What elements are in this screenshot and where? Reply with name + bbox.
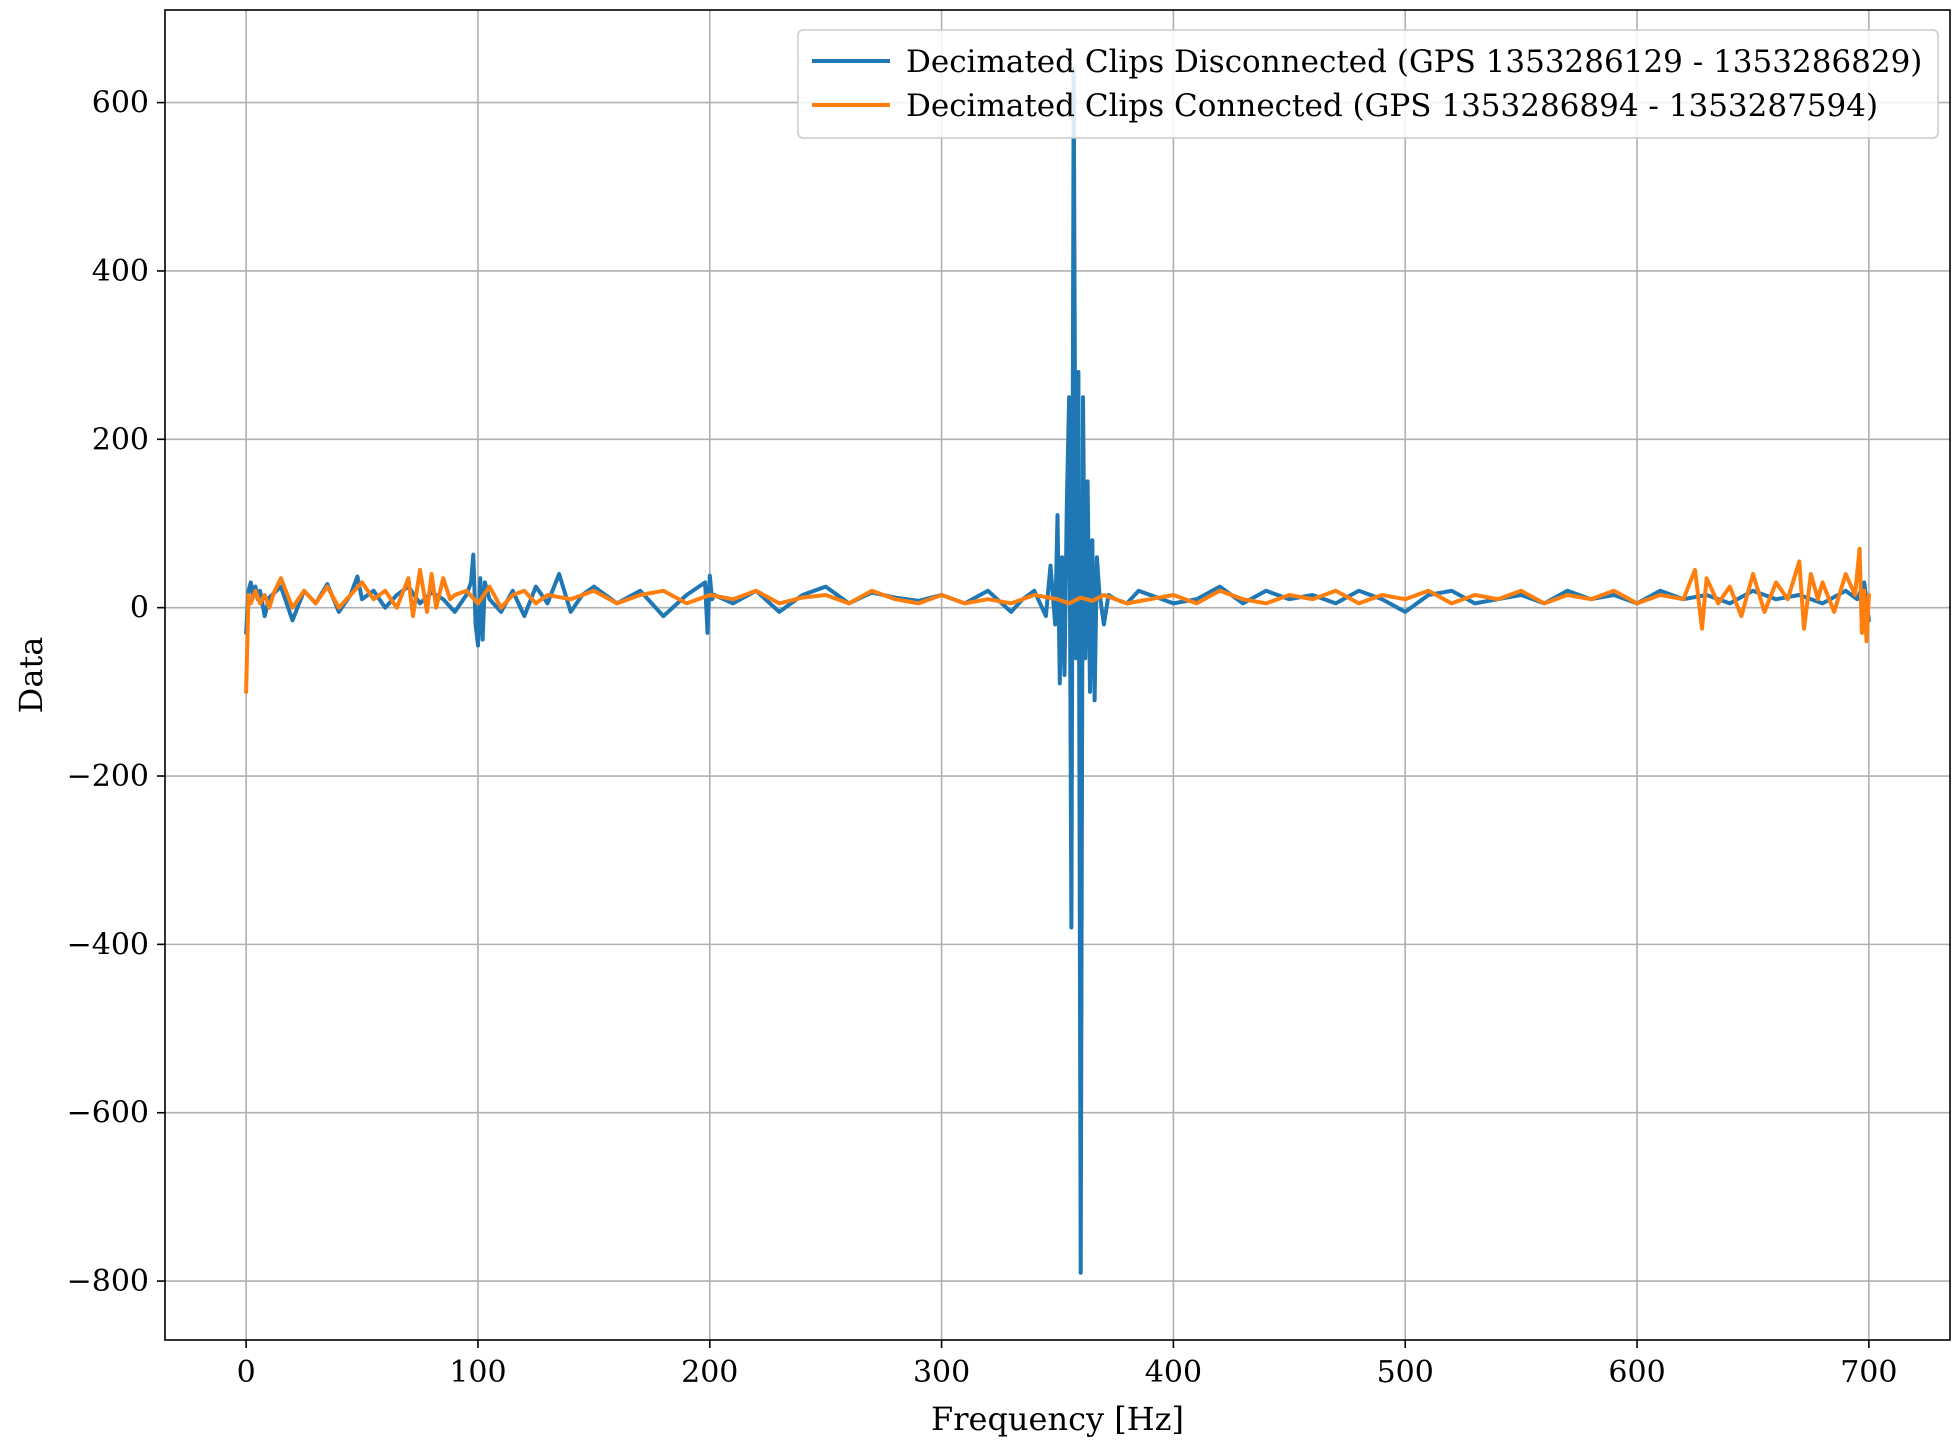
plot-frame	[164, 9, 1951, 1341]
y-tick-label: −800	[67, 1264, 149, 1299]
y-tick-label: 0	[130, 591, 149, 626]
x-tick-label: 500	[1377, 1355, 1434, 1390]
x-tick-label: 0	[237, 1355, 256, 1390]
legend-box	[797, 29, 1939, 139]
y-tick-label: −600	[67, 1096, 149, 1131]
y-tick-label: 400	[92, 254, 149, 289]
x-tick-label: 200	[681, 1355, 738, 1390]
series-line-disconnected	[244, 66, 1871, 1275]
x-tick-label: 100	[449, 1355, 506, 1390]
y-tick-label: −200	[67, 759, 149, 794]
series-line-connected	[244, 546, 1871, 694]
x-tick-label: 600	[1608, 1355, 1665, 1390]
legend: Decimated Clips Disconnected (GPS 135328…	[797, 29, 1939, 139]
axis-ticks: 0 100 200 300 400 500 600 700 600 400 200 0 −200 −400…	[67, 86, 1898, 1390]
x-tick-label: 700	[1840, 1355, 1897, 1390]
x-tick-label: 300	[913, 1355, 970, 1390]
y-tick-label: 200	[92, 422, 149, 457]
x-tick-label: 400	[1145, 1355, 1202, 1390]
series-lines	[244, 66, 1871, 1275]
x-axis-label: Frequency [Hz]	[931, 1400, 1184, 1438]
y-tick-label: −400	[67, 927, 149, 962]
y-tick-label: 600	[92, 86, 149, 121]
y-axis-label: Data	[12, 637, 50, 714]
grid-lines	[165, 10, 1950, 1340]
legend-label-disconnected: Decimated Clips Disconnected (GPS 135328…	[906, 44, 1922, 80]
legend-label-connected: Decimated Clips Connected (GPS 135328689…	[906, 88, 1878, 124]
